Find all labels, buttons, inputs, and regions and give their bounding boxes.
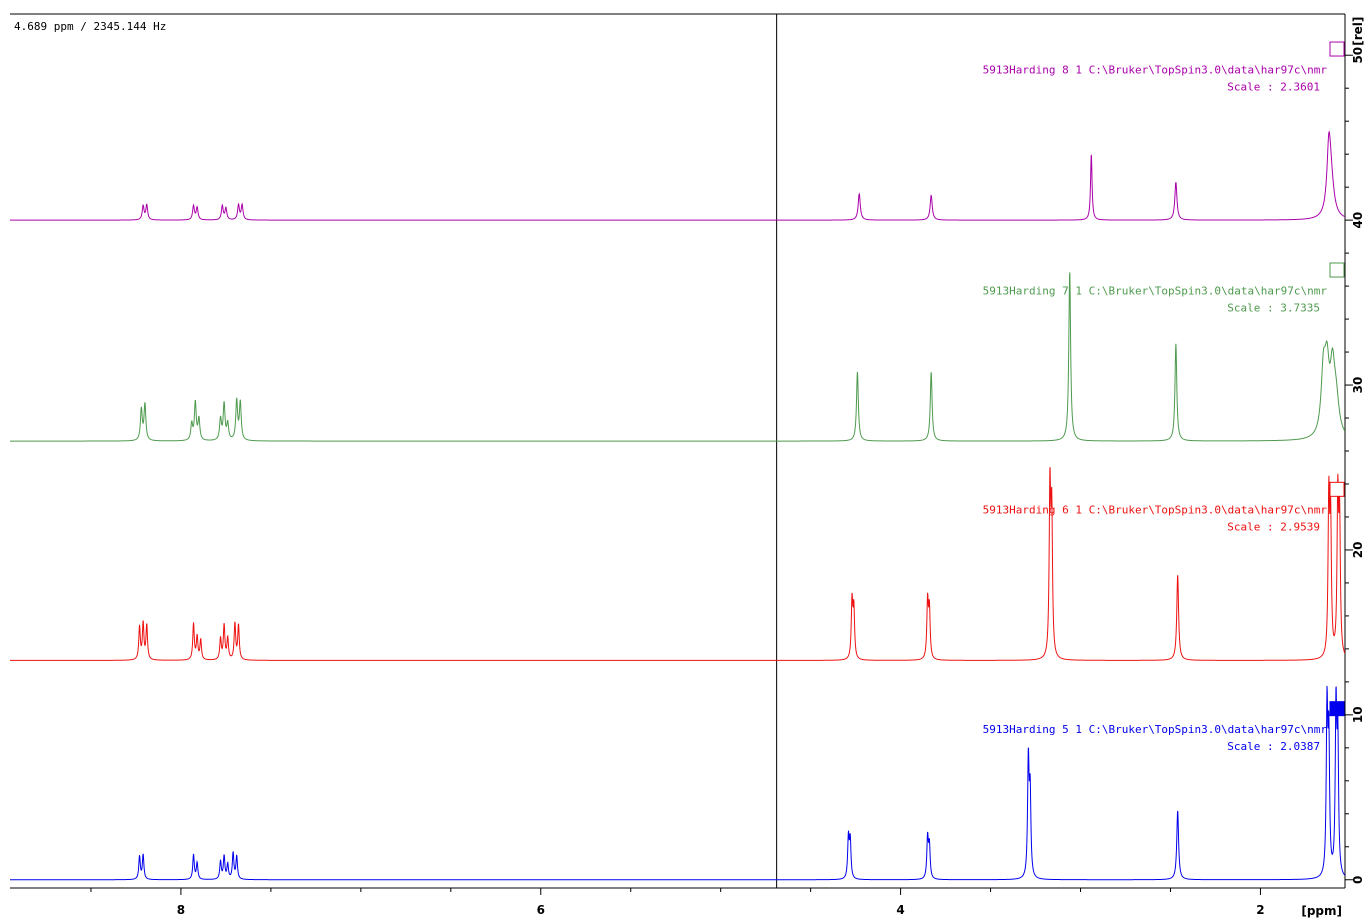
y-tick-label: 50 (1351, 47, 1365, 64)
x-tick-label: 2 (1256, 903, 1264, 917)
spectrum-trace-expno-6[interactable] (10, 467, 1346, 661)
spectrum-trace-expno-8[interactable] (10, 130, 1346, 221)
y-tick-label: 10 (1351, 706, 1365, 723)
y-axis-label: [rel] (1351, 17, 1365, 46)
spectrum-select-box-expno-8[interactable] (1329, 41, 1345, 57)
spectrum-trace-expno-7[interactable] (10, 272, 1346, 442)
y-tick-label: 0 (1351, 876, 1365, 884)
y-tick-label: 30 (1351, 377, 1365, 394)
spectrum-label-expno-7: 5913Harding 7 1 C:\Bruker\TopSpin3.0\dat… (983, 284, 1328, 297)
cursor-readout: 4.689 ppm / 2345.144 Hz (14, 20, 167, 33)
spectrum-label-expno-6: 5913Harding 6 1 C:\Bruker\TopSpin3.0\dat… (983, 504, 1328, 517)
spectrum-trace-expno-5[interactable] (10, 685, 1346, 881)
y-tick-label: 20 (1351, 542, 1365, 559)
spectrum-scale-expno-6: Scale : 2.9539 (1227, 521, 1320, 534)
spectrum-scale-expno-7: Scale : 3.7335 (1227, 301, 1320, 314)
spectrum-select-box-expno-5[interactable] (1329, 701, 1345, 717)
spectrum-scale-expno-5: Scale : 2.0387 (1227, 740, 1320, 753)
spectrum-select-box-expno-6[interactable] (1329, 481, 1345, 497)
spectrum-label-expno-5: 5913Harding 5 1 C:\Bruker\TopSpin3.0\dat… (983, 723, 1328, 736)
spectrum-label-expno-8: 5913Harding 8 1 C:\Bruker\TopSpin3.0\dat… (983, 63, 1328, 76)
spectrum-select-box-expno-7[interactable] (1329, 262, 1345, 278)
x-tick-label: 8 (177, 903, 185, 917)
spectrum-scale-expno-8: Scale : 2.3601 (1227, 80, 1320, 93)
x-axis-label: [ppm] (1301, 904, 1342, 918)
x-tick-label: 6 (537, 903, 545, 917)
y-tick-label: 40 (1351, 212, 1365, 229)
x-tick-label: 4 (896, 903, 904, 917)
